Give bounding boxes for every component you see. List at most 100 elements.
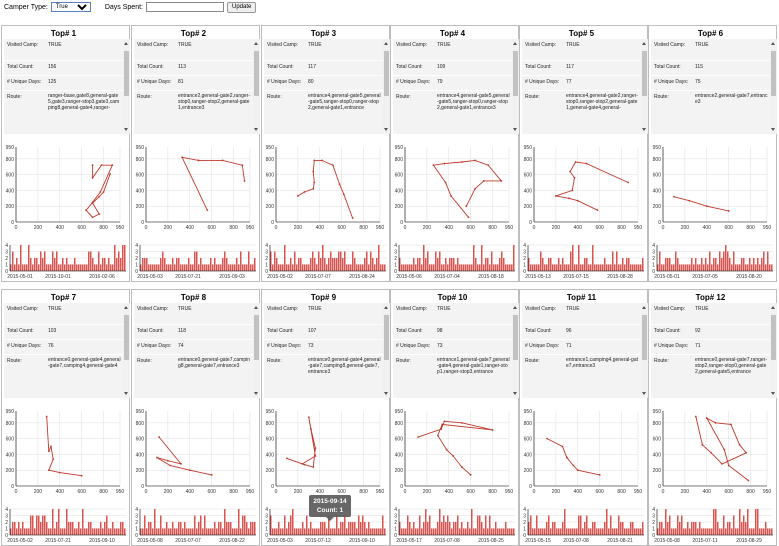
scroll-down-icon[interactable] [254,392,258,395]
hist-bar [612,251,614,271]
scroll-up-icon[interactable] [254,306,258,309]
scroll-thumb[interactable] [254,315,259,360]
info-scrollbar[interactable] [641,303,648,398]
update-button[interactable]: Update [226,1,257,13]
scroll-up-icon[interactable] [771,42,775,45]
unique-days-row: # Unique Days: 75 [651,76,770,90]
route-point [307,416,310,419]
hist-bar [308,264,310,271]
hist-bar [711,528,713,535]
total-count-row: Total Count: 103 [4,325,123,339]
scroll-thumb[interactable] [771,315,776,360]
hist-bar [366,528,368,535]
scroll-thumb[interactable] [124,51,129,96]
hist-bar [659,251,661,271]
hist-bar [421,264,423,271]
hist-bar [711,264,713,271]
hist-bar [665,509,667,535]
info-scrollbar[interactable] [770,39,777,134]
scroll-thumb[interactable] [642,51,647,96]
hist-bar [172,258,174,271]
scroll-down-icon[interactable] [384,392,388,395]
hist-bar [160,515,162,535]
hist-bar [487,528,489,535]
hist-bar [122,522,124,535]
info-scrollbar[interactable] [253,39,260,134]
x-tick-label: 400 [186,489,195,494]
scroll-thumb[interactable] [384,315,389,360]
hist-bar [348,264,350,271]
scroll-up-icon[interactable] [642,306,646,309]
hist-bar [358,515,360,535]
info-scrollbar[interactable] [770,303,777,398]
scroll-down-icon[interactable] [771,392,775,395]
scroll-up-icon[interactable] [124,306,128,309]
info-scrollbar[interactable] [253,303,260,398]
y-tick-label: 600 [395,437,404,443]
scroll-thumb[interactable] [513,51,518,96]
info-scrollbar[interactable] [123,303,130,398]
scroll-thumb[interactable] [642,315,647,360]
scroll-up-icon[interactable] [124,42,128,45]
route-point [156,456,158,459]
scroll-down-icon[interactable] [642,392,646,395]
route-point [99,191,102,193]
visited-camp-value: TRUE [48,306,62,312]
route-point [111,164,114,167]
scroll-down-icon[interactable] [254,128,258,131]
info-scrollbar[interactable] [383,39,390,134]
hist-y-tick-label: 0 [652,533,655,539]
scroll-down-icon[interactable] [513,128,517,131]
hist-bar [320,522,322,535]
info-scrollbar[interactable] [512,39,519,134]
y-tick-label: 200 [524,468,533,474]
y-tick-label: 0 [400,220,403,226]
scroll-thumb[interactable] [513,315,518,360]
hist-bar [499,528,501,535]
scroll-up-icon[interactable] [384,306,388,309]
hist-bar [94,264,96,271]
scroll-down-icon[interactable] [642,128,646,131]
hist-y-tick-label: 2 [652,256,655,262]
scroll-down-icon[interactable] [384,128,388,131]
hist-date-label: 2015-08-29 [736,538,762,544]
hist-y-tick-label: 0 [523,269,526,275]
scroll-up-icon[interactable] [513,42,517,45]
info-scrollbar[interactable] [641,39,648,134]
hist-bar [340,522,342,535]
hist-bar [276,528,278,535]
hist-bar [44,515,46,535]
hist-bar [729,522,731,535]
scroll-up-icon[interactable] [254,42,258,45]
scroll-up-icon[interactable] [384,42,388,45]
hist-bar [604,522,606,535]
days-spent-input[interactable] [145,2,224,12]
scroll-thumb[interactable] [254,51,259,96]
scroll-up-icon[interactable] [771,306,775,309]
x-tick-label: 950 [376,489,385,494]
hist-bar [164,258,166,271]
hist-bar [757,509,759,535]
scroll-thumb[interactable] [384,51,389,96]
scroll-thumb[interactable] [124,315,129,360]
hist-bar [250,264,252,271]
scroll-down-icon[interactable] [771,128,775,131]
hist-bar [681,264,683,271]
scroll-thumb[interactable] [771,51,776,96]
scroll-down-icon[interactable] [124,392,128,395]
info-scrollbar[interactable] [383,303,390,398]
hist-y-tick-label: 3 [652,514,655,520]
route-point [571,189,574,192]
y-tick-label: 950 [136,145,145,151]
scroll-up-icon[interactable] [513,306,517,309]
scroll-down-icon[interactable] [513,392,517,395]
info-scrollbar[interactable] [123,39,130,134]
camper-type-select[interactable]: True [50,2,91,12]
visited-camp-row: Visited Camp: TRUE [134,303,253,324]
scroll-up-icon[interactable] [642,42,646,45]
scroll-down-icon[interactable] [124,128,128,131]
total-count-row: Total Count: 109 [393,61,512,75]
total-count-label: Total Count: [137,328,164,334]
info-scrollbar[interactable] [512,303,519,398]
